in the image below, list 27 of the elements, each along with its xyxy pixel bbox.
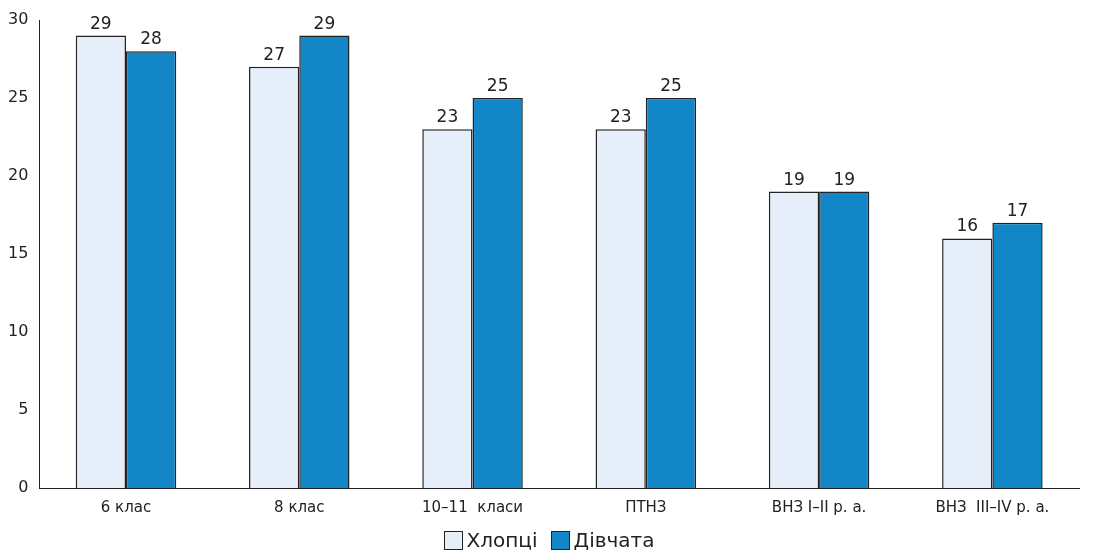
y-tick-label: 0 — [18, 477, 29, 497]
y-tick-label: 5 — [18, 399, 29, 419]
x-tick-label: ВНЗ I–II р. а. — [771, 497, 867, 516]
x-tick-label: 8 клас — [274, 497, 325, 516]
data-label: 17 — [1006, 199, 1029, 220]
y-tick-label: 30 — [8, 9, 29, 29]
data-label: 29 — [313, 12, 336, 33]
data-label: 19 — [783, 168, 805, 189]
data-label: 25 — [660, 74, 682, 95]
legend-label: Дівчата — [573, 528, 655, 552]
data-label: 25 — [486, 74, 509, 95]
data-label: 23 — [436, 106, 459, 127]
x-tick-label: ВНЗ III–IV р. а. — [935, 497, 1050, 516]
x-tick-label: ПТНЗ — [625, 497, 667, 516]
data-label: 16 — [956, 215, 979, 236]
data-label: 28 — [140, 28, 162, 49]
legend-label: Хлопці — [466, 528, 538, 552]
data-label: 23 — [609, 106, 632, 127]
y-tick-label: 10 — [8, 321, 29, 341]
data-label: 19 — [833, 168, 856, 189]
y-tick-label: 20 — [8, 165, 29, 185]
x-tick-label: 6 клас — [100, 497, 152, 516]
data-label: 27 — [263, 43, 285, 64]
x-tick-label: 10–11 класи — [422, 497, 524, 516]
data-label: 29 — [90, 12, 112, 33]
y-tick-label: 15 — [8, 243, 29, 263]
y-tick-label: 25 — [8, 87, 29, 107]
